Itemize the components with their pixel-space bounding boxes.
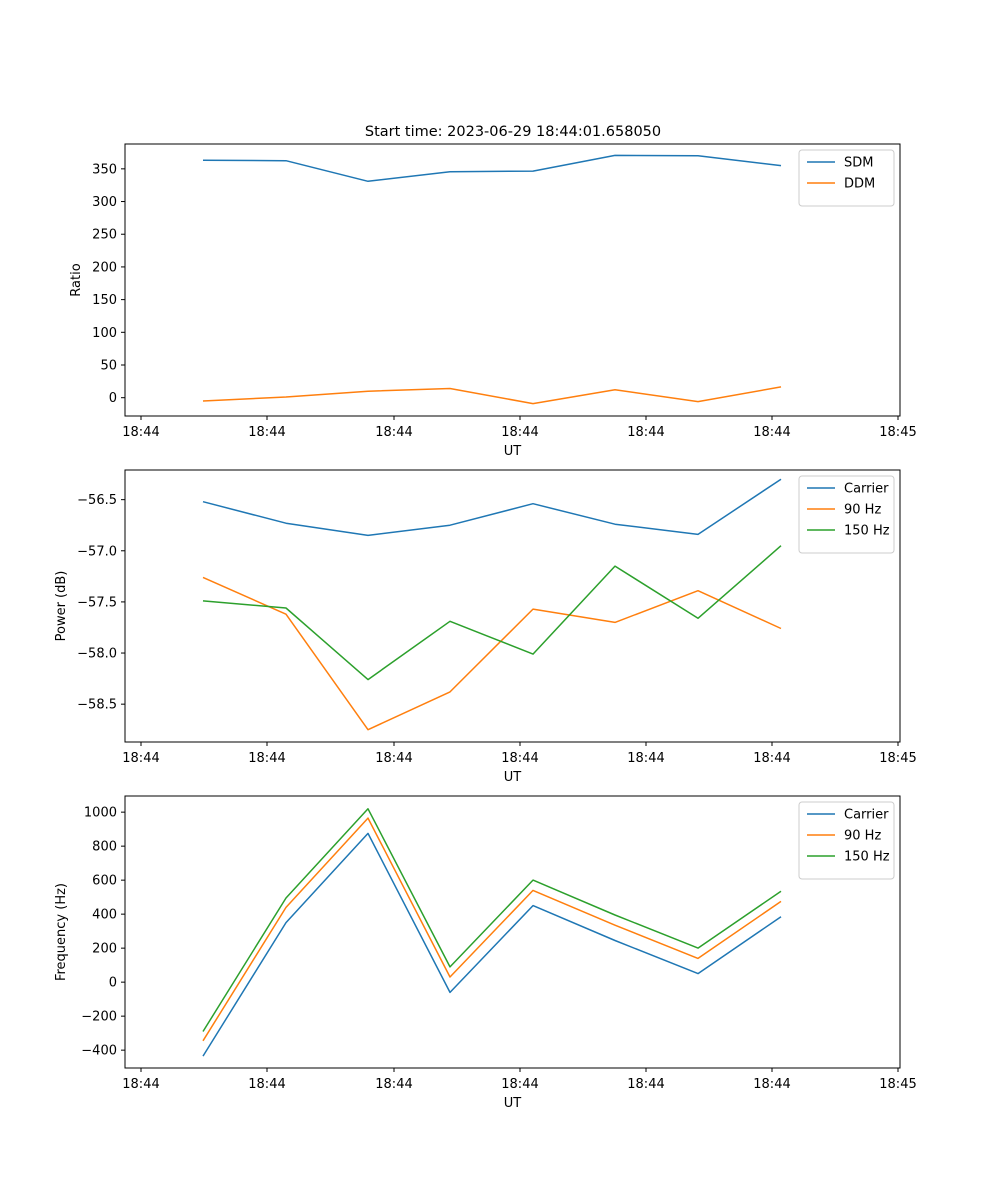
y-tick-label: 100 [92,326,117,341]
x-tick-label: 18:44 [248,751,285,766]
series-line-carrier [202,832,782,1057]
y-tick-label: 600 [92,874,117,889]
y-tick-label: 0 [109,391,117,406]
legend-label: 150 Hz [844,850,890,865]
x-tick-label: 18:44 [627,751,664,766]
legend: Carrier 90 Hz 150 Hz [798,801,895,880]
series-line-90-hz [202,576,782,731]
x-tick-label: 18:44 [248,425,285,440]
y-tick-label: 400 [92,908,117,923]
legend-box [798,149,895,207]
y-tick-label: −56.5 [77,493,117,508]
y-tick-label: 300 [92,195,117,210]
x-tick-label: 18:44 [375,751,412,766]
x-tick-label: 18:44 [753,1077,790,1092]
y-tick-label: 1000 [84,806,117,821]
series-line-ddm [202,386,782,405]
y-tick-label: 0 [109,976,117,991]
figure-title: Start time: 2023-06-29 18:44:01.658050 [365,124,661,140]
y-tick-label: 200 [92,942,117,957]
series-line-150-hz [202,808,782,1032]
series-line-sdm [202,154,782,183]
x-axis-label: UT [504,1096,522,1111]
legend-box [798,801,895,880]
x-tick-label: 18:44 [753,751,790,766]
y-axis-label: Power (dB) [54,571,69,642]
y-tick-label: 50 [100,359,117,374]
x-axis-label: UT [504,444,522,459]
x-tick-label: 18:44 [375,425,412,440]
y-tick-label: 800 [92,840,117,855]
x-tick-label: 18:44 [122,1077,159,1092]
chart-panel-2: 18:44 18:44 18:44 18:44 18:44 18:44 18:45 −58.5… [54,469,917,785]
legend-label: DDM [844,177,875,192]
series-line-carrier [202,478,782,537]
x-tick-label: 18:44 [501,425,538,440]
x-tick-label: 18:45 [879,751,916,766]
legend-label: SDM [844,156,873,171]
chart-panel-3: 18:44 18:44 18:44 18:44 18:44 18:44 18:45 −400 −… [54,795,917,1111]
x-tick-label: 18:44 [122,751,159,766]
legend: SDM DDM [798,149,895,207]
x-tick-label: 18:44 [248,1077,285,1092]
x-axis-label: UT [504,770,522,785]
x-tick-label: 18:44 [375,1077,412,1092]
legend-label: 90 Hz [844,503,881,518]
x-tick-label: 18:44 [122,425,159,440]
x-tick-label: 18:44 [627,425,664,440]
y-tick-label: 350 [92,162,117,177]
y-tick-label: 150 [92,293,117,308]
y-axis-label: Frequency (Hz) [54,883,69,981]
y-tick-label: −400 [81,1044,117,1059]
plot-area-frame [124,143,901,417]
y-tick-label: −57.5 [77,595,117,610]
y-axis-label: Ratio [69,263,84,296]
legend: Carrier 90 Hz 150 Hz [798,475,895,554]
y-tick-label: −58.0 [77,647,117,662]
legend-label: 90 Hz [844,829,881,844]
plot-area-frame [124,469,901,743]
plot-area-frame [124,795,901,1069]
series-line-150-hz [202,545,782,681]
x-tick-label: 18:44 [753,425,790,440]
x-tick-label: 18:44 [501,1077,538,1092]
legend-box [798,475,895,554]
legend-label: Carrier [844,808,889,823]
x-tick-label: 18:44 [627,1077,664,1092]
y-tick-label: −200 [81,1010,117,1025]
x-tick-label: 18:45 [879,1077,916,1092]
x-tick-label: 18:44 [501,751,538,766]
series-line-90-hz [202,817,782,1042]
y-tick-label: 250 [92,228,117,243]
legend-label: Carrier [844,482,889,497]
legend-label: 150 Hz [844,524,890,539]
y-tick-label: −57.0 [77,544,117,559]
x-tick-label: 18:45 [879,425,916,440]
chart-panel-1: 18:44 18:44 18:44 18:44 18:44 18:44 18:45 0 50 10… [69,143,917,459]
y-tick-label: −58.5 [77,698,117,713]
y-tick-label: 200 [92,260,117,275]
